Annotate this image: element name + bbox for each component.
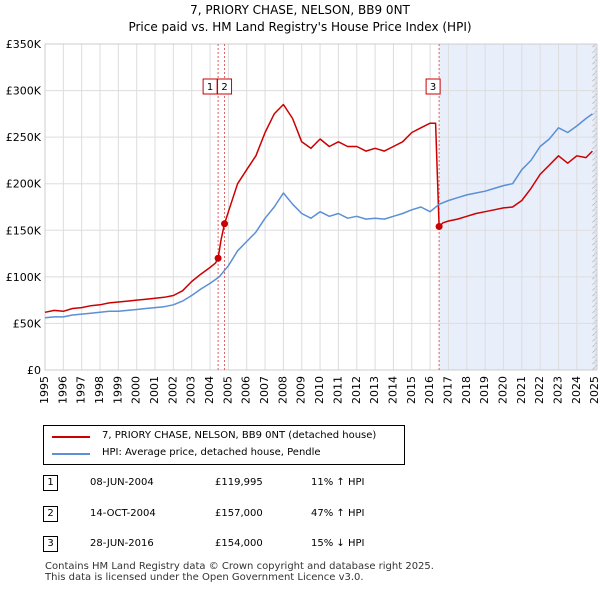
x-tick-label: 2024: [570, 376, 583, 404]
series-line-hpi: [44, 113, 593, 319]
transaction-number-badge: 2: [43, 506, 58, 522]
y-tick-label: £100K: [6, 271, 42, 284]
transaction-date: 28-JUN-2016: [90, 538, 154, 549]
transaction-date: 14-OCT-2004: [90, 508, 156, 519]
transaction-hpi-diff: 11% ↑ HPI: [311, 477, 365, 488]
x-tick-label: 2001: [148, 376, 161, 404]
y-tick-label: £200K: [6, 178, 42, 191]
footer-copyright: Contains HM Land Registry data © Crown c…: [45, 561, 434, 572]
x-tick-label: 2011: [331, 376, 344, 404]
x-tick-label: 2016: [423, 376, 436, 404]
x-tick-label: 2021: [515, 376, 528, 404]
sale-label: 3: [430, 82, 436, 93]
x-tick-label: 2000: [130, 376, 143, 404]
x-tick-label: 1995: [38, 376, 51, 404]
sale-label-box: [217, 78, 233, 95]
legend-swatch-hpi: [52, 453, 90, 455]
legend-swatch-property: [52, 436, 90, 438]
y-tick-label: £0: [27, 364, 41, 377]
sale-point: [214, 254, 222, 262]
x-tick-label: 2013: [368, 376, 381, 404]
x-tick-label: 2008: [276, 376, 289, 404]
transaction-price: £119,995: [215, 477, 263, 488]
x-tick-label: 1999: [111, 376, 124, 404]
transaction-hpi-diff: 15% ↓ HPI: [311, 538, 365, 549]
x-tick-label: 2007: [258, 376, 271, 404]
x-tick-label: 1996: [56, 376, 69, 404]
x-tick-label: 2015: [405, 376, 418, 404]
legend-label-property: 7, PRIORY CHASE, NELSON, BB9 0NT (detach…: [102, 430, 377, 441]
sale-label-box: [425, 78, 441, 95]
x-tick-label: 2006: [240, 376, 253, 404]
x-tick-label: 2020: [496, 376, 509, 404]
x-tick-label: 2017: [441, 376, 454, 404]
x-tick-label: 2009: [295, 376, 308, 404]
chart-legend: 7, PRIORY CHASE, NELSON, BB9 0NT (detach…: [43, 425, 405, 465]
series-line-property: [44, 103, 593, 314]
chart-subtitle: Price paid vs. HM Land Registry's House …: [128, 20, 472, 34]
x-tick-label: 1997: [75, 376, 88, 404]
x-tick-label: 1998: [93, 376, 106, 404]
y-tick-label: £150K: [6, 224, 42, 237]
chart-title: 7, PRIORY CHASE, NELSON, BB9 0NT: [190, 3, 410, 17]
legend-label-hpi: HPI: Average price, detached house, Pend…: [102, 447, 321, 458]
table-row: 3 28-JUN-2016 £154,000 15% ↓ HPI: [43, 536, 563, 552]
x-tick-label: 2004: [203, 376, 216, 404]
sale-label: 1: [207, 82, 213, 93]
footer-license: This data is licensed under the Open Gov…: [45, 572, 364, 583]
y-tick-label: £300K: [6, 85, 42, 98]
footer: Contains HM Land Registry data © Crown c…: [45, 561, 434, 583]
sale-point: [221, 220, 229, 228]
transaction-hpi-diff: 47% ↑ HPI: [311, 508, 365, 519]
y-tick-label: £50K: [13, 317, 42, 330]
transaction-number-badge: 1: [43, 475, 58, 491]
x-tick-label: 2012: [350, 376, 363, 404]
x-tick-label: 2002: [166, 376, 179, 404]
transaction-number-badge: 3: [43, 536, 58, 552]
x-tick-label: 2018: [460, 376, 473, 404]
sale-label: 2: [221, 82, 227, 93]
transaction-price: £154,000: [215, 538, 263, 549]
y-tick-label: £250K: [6, 131, 42, 144]
price-chart: £0 £50K £100K £150K £200K £250K £300K £350K 1995…: [6, 38, 600, 404]
table-row: 2 14-OCT-2004 £157,000 47% ↑ HPI: [43, 506, 563, 522]
x-tick-label: 2010: [313, 376, 326, 404]
transaction-date: 08-JUN-2004: [90, 477, 154, 488]
shaded-region: [439, 44, 597, 370]
x-tick-label: 2005: [221, 376, 234, 404]
x-tick-label: 2023: [551, 376, 564, 404]
x-tick-label: 2022: [533, 376, 546, 404]
x-tick-label: 2019: [478, 376, 491, 404]
x-tick-label: 2003: [185, 376, 198, 404]
sale-point: [435, 223, 443, 231]
x-tick-label: 2025: [588, 376, 600, 404]
x-tick-label: 2014: [386, 376, 399, 404]
plot-frame: [44, 43, 598, 371]
table-row: 1 08-JUN-2004 £119,995 11% ↑ HPI: [43, 475, 563, 491]
transaction-price: £157,000: [215, 508, 263, 519]
y-tick-label: £350K: [6, 38, 42, 51]
